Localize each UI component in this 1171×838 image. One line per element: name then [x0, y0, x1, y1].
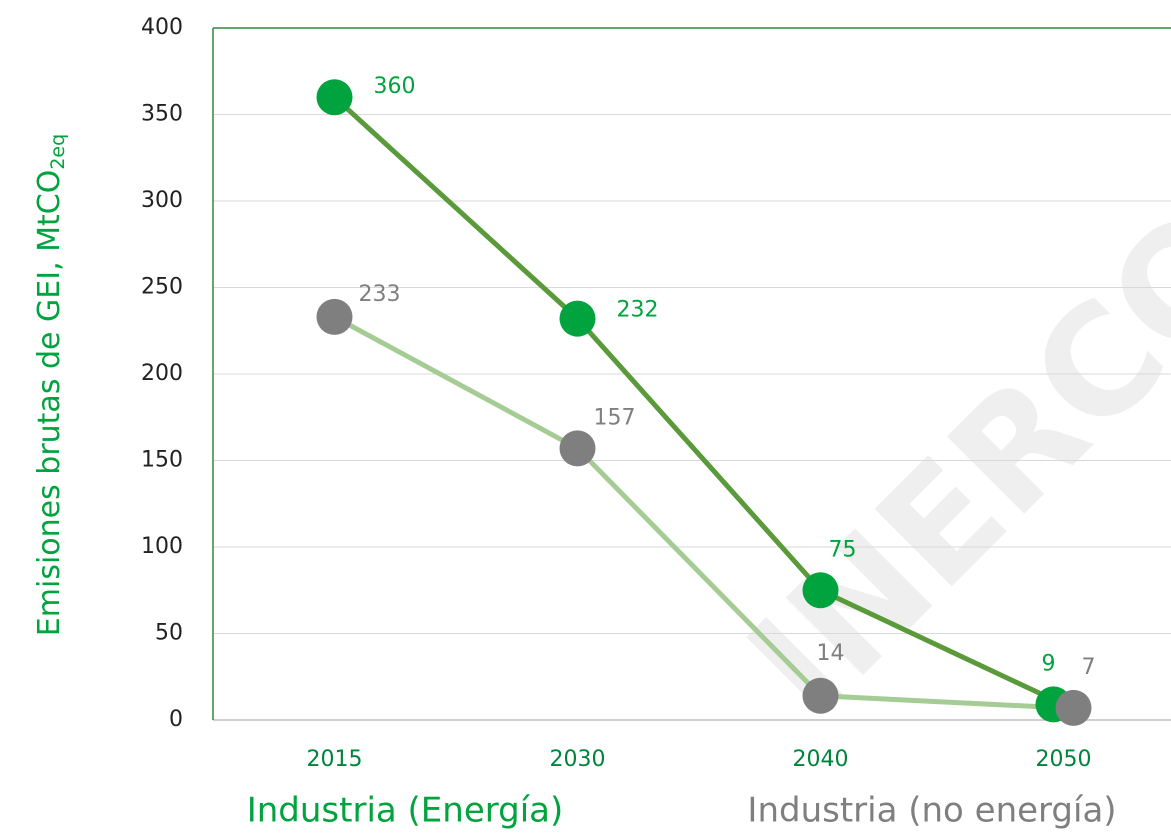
watermark: INERCO [716, 176, 1171, 749]
y-tick-label: 400 [141, 15, 183, 40]
x-tick-label: 2050 [1036, 747, 1092, 772]
y-tick-label: 100 [141, 534, 183, 559]
marker [316, 298, 353, 335]
data-label: 233 [359, 282, 401, 307]
marker [559, 430, 596, 467]
y-tick-label: 50 [155, 621, 183, 646]
marker [1055, 689, 1092, 726]
marker [802, 677, 839, 714]
data-label: 9 [1042, 651, 1056, 676]
y-tick-label: 250 [141, 275, 183, 300]
data-label: 360 [374, 74, 416, 99]
series-line [332, 95, 1065, 707]
marker [802, 572, 839, 609]
y-axis-title-text: Emisiones brutas de GEI, MtCO [32, 170, 67, 637]
y-tick-label: 150 [141, 448, 183, 473]
data-label: 157 [594, 405, 636, 430]
marker [559, 300, 596, 337]
x-tick-label: 2015 [307, 747, 363, 772]
legend-label: Industria (Energía) [247, 791, 564, 831]
data-label: 7 [1082, 655, 1096, 680]
legend-label: Industria (no energía) [747, 791, 1116, 831]
y-tick-label: 300 [141, 188, 183, 213]
y-tick-label: 0 [169, 707, 183, 732]
y-tick-label: 350 [141, 102, 183, 127]
y-axis-title: Emisiones brutas de GEI, MtCO2eq [32, 134, 69, 636]
x-tick-label: 2030 [550, 747, 606, 772]
data-label: 75 [829, 537, 857, 562]
data-label: 232 [617, 298, 659, 323]
series-line [333, 314, 1064, 711]
y-axis-title-subscript: 2eq [47, 134, 69, 170]
y-tick-label: 200 [141, 361, 183, 386]
x-tick-label: 2040 [793, 747, 849, 772]
marker [316, 79, 353, 116]
data-label: 14 [817, 641, 845, 666]
